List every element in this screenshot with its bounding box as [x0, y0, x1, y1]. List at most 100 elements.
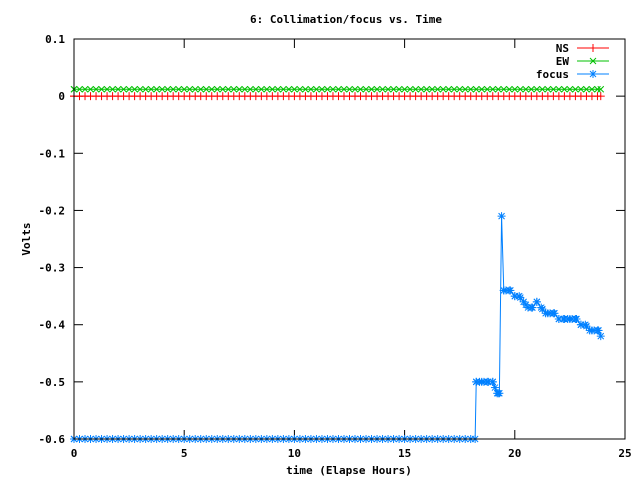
- data-point: [87, 85, 94, 93]
- data-point: [169, 85, 177, 93]
- data-point: [450, 85, 458, 93]
- data-point: [263, 85, 271, 93]
- data-point: [285, 85, 293, 93]
- data-point: [401, 85, 408, 93]
- data-point: [241, 85, 249, 93]
- data-point: [186, 85, 194, 93]
- data-point: [224, 85, 232, 93]
- data-point: [596, 92, 605, 101]
- data-point: [379, 85, 386, 93]
- data-point: [515, 292, 524, 301]
- data-point: [533, 85, 541, 93]
- data-point: [511, 85, 519, 93]
- data-point: [92, 85, 100, 93]
- y-tick-label: -0.3: [39, 262, 66, 275]
- data-point: [588, 85, 596, 93]
- data-point: [120, 85, 127, 93]
- data-point: [324, 85, 331, 93]
- data-point: [566, 85, 574, 93]
- data-point: [439, 85, 447, 93]
- data-point: [103, 85, 111, 93]
- y-tick-label: -0.1: [39, 147, 66, 160]
- data-point: [313, 85, 320, 93]
- data-point: [202, 85, 210, 93]
- data-point: [527, 85, 535, 93]
- y-tick-label: -0.6: [39, 433, 66, 446]
- data-point: [213, 85, 221, 93]
- data-point: [445, 85, 453, 93]
- data-point: [274, 85, 282, 93]
- legend-label: focus: [536, 68, 569, 81]
- legend-swatch-marker: [589, 57, 597, 65]
- data-point: [519, 297, 528, 306]
- data-point: [538, 85, 546, 93]
- x-tick-label: 20: [508, 447, 521, 460]
- data-point: [596, 332, 605, 341]
- data-point: [594, 326, 603, 335]
- chart-title: 6: Collimation/focus vs. Time: [250, 13, 442, 26]
- data-point: [395, 85, 403, 93]
- data-point: [467, 85, 475, 93]
- legend-swatch-marker: [589, 44, 597, 52]
- data-point: [81, 85, 89, 93]
- series-focus: [70, 212, 605, 443]
- data-point: [434, 85, 442, 93]
- y-tick-label: 0.1: [45, 33, 65, 46]
- data-point: [318, 85, 326, 93]
- data-point: [252, 85, 260, 93]
- data-point: [208, 85, 216, 93]
- y-tick-label: -0.4: [39, 319, 66, 332]
- data-point: [114, 85, 122, 93]
- data-point: [428, 85, 436, 93]
- data-point: [362, 85, 370, 93]
- data-point: [302, 85, 309, 93]
- data-point: [390, 85, 397, 93]
- data-point: [147, 85, 155, 93]
- tick-group: 0.1 0 -0.1 -0.2 -0.3 -0.4 -0.5 -0.6 0 5 10 15 20 25: [39, 33, 632, 460]
- y-tick-label: -0.5: [39, 376, 66, 389]
- x-tick-label: 5: [181, 447, 188, 460]
- data-point: [500, 85, 508, 93]
- series-group: [70, 85, 605, 443]
- data-point: [230, 85, 238, 93]
- series-line: [74, 216, 602, 440]
- x-tick-label: 25: [618, 447, 631, 460]
- data-point: [164, 85, 172, 93]
- data-point: [544, 85, 552, 93]
- data-point: [197, 85, 205, 93]
- data-point: [307, 85, 315, 93]
- data-point: [456, 85, 464, 93]
- data-point: [142, 85, 149, 93]
- series-ew: [70, 85, 605, 93]
- data-point: [583, 85, 590, 93]
- data-point: [490, 383, 499, 392]
- data-point: [235, 85, 243, 93]
- data-point: [550, 309, 559, 318]
- data-point: [269, 85, 276, 93]
- x-tick-label: 15: [398, 447, 411, 460]
- data-point: [495, 389, 504, 398]
- data-point: [125, 85, 133, 93]
- data-point: [597, 85, 605, 93]
- data-point: [417, 85, 425, 93]
- data-point: [516, 85, 524, 93]
- data-point: [483, 85, 491, 93]
- data-point: [522, 85, 530, 93]
- data-point: [472, 85, 480, 93]
- data-point: [98, 85, 105, 93]
- data-point: [357, 85, 364, 93]
- data-point: [131, 85, 138, 93]
- data-point: [340, 85, 348, 93]
- data-point: [561, 85, 568, 93]
- data-point: [506, 286, 515, 295]
- data-point: [335, 85, 342, 93]
- data-point: [555, 85, 563, 93]
- data-point: [497, 212, 506, 221]
- data-point: [572, 315, 581, 323]
- data-point: [219, 85, 227, 93]
- y-tick-label: -0.2: [39, 204, 66, 217]
- data-point: [489, 85, 497, 93]
- data-point: [423, 85, 430, 93]
